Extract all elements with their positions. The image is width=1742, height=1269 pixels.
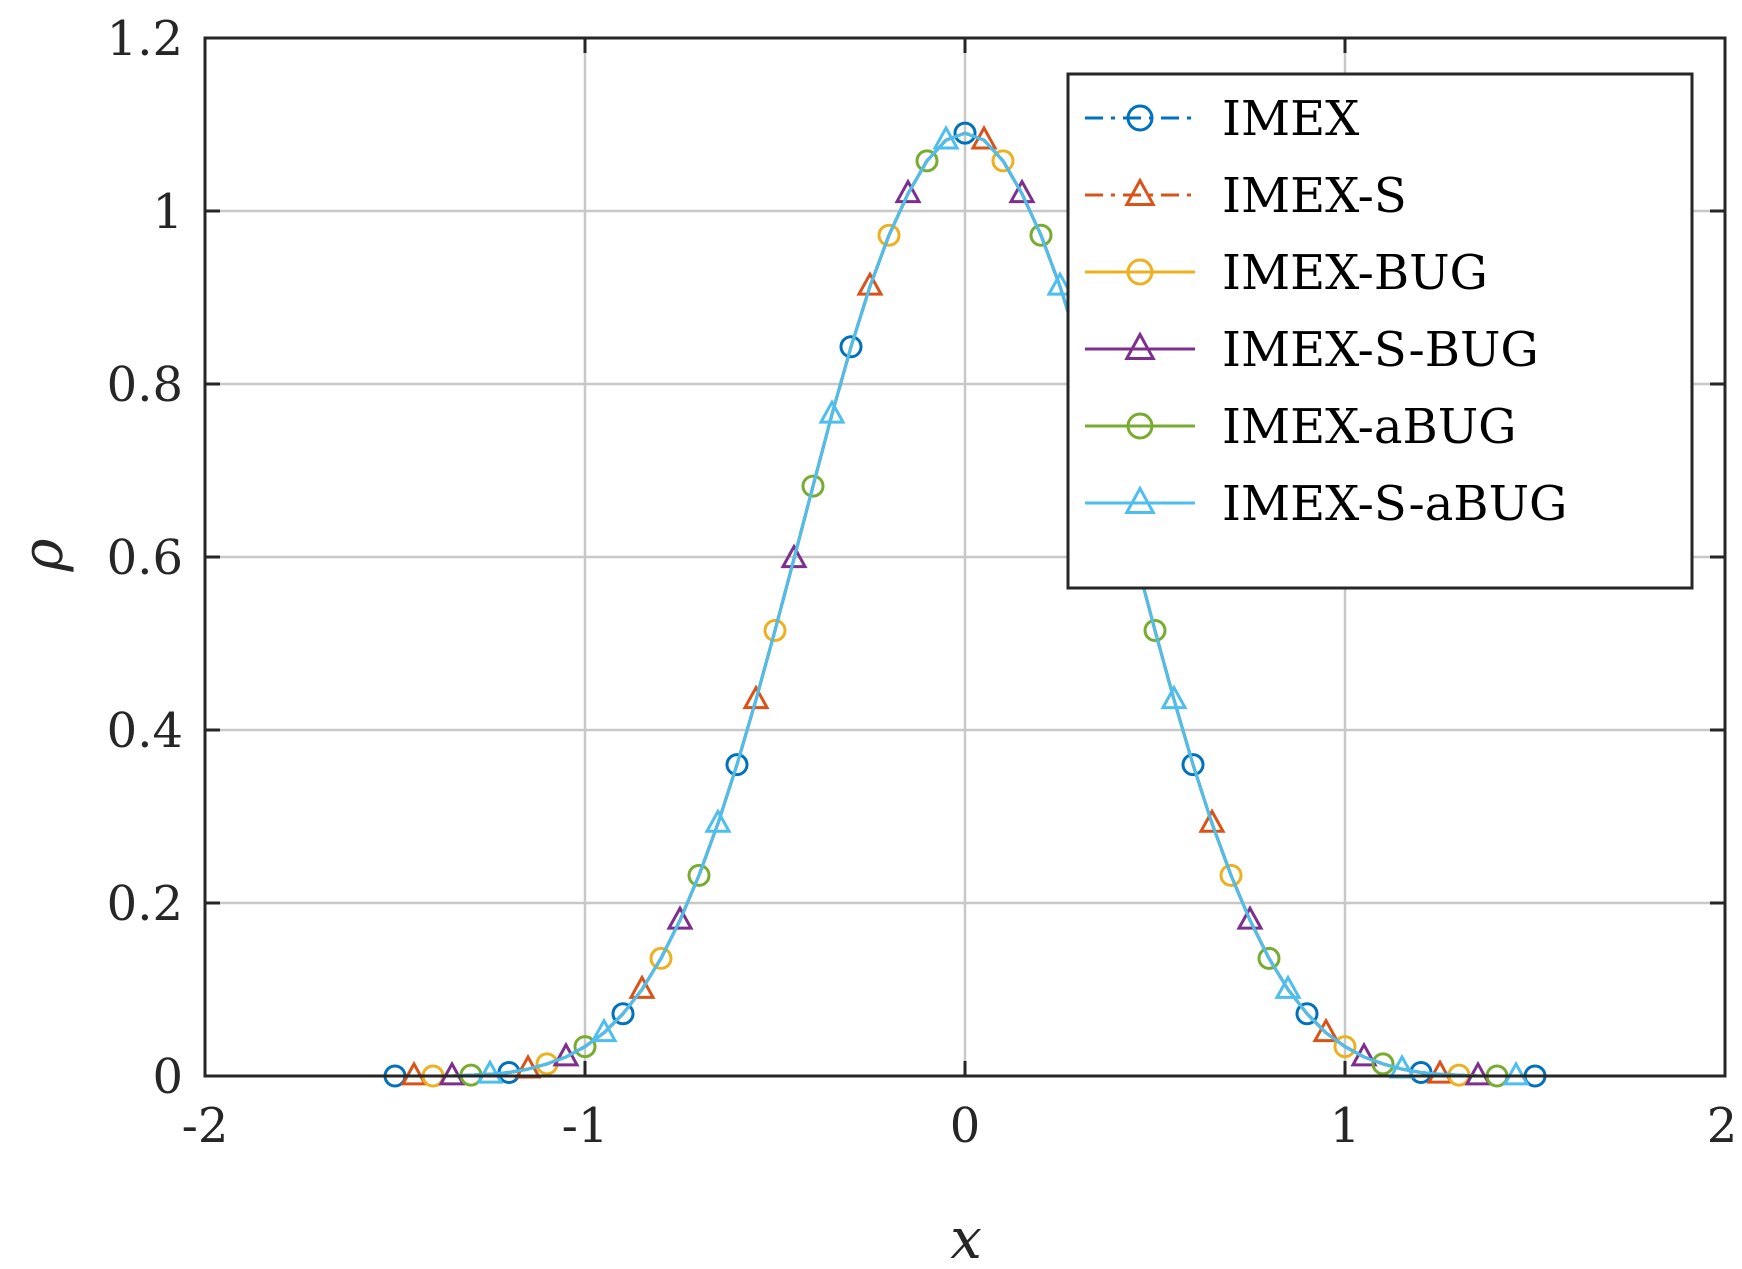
data-point-marker [1181, 753, 1205, 777]
legend: IMEX IMEX-S IMEX-BUG IMEX-S-BUG IMEX-aBUG IME… [1066, 72, 1694, 590]
x-axis-label: x [950, 1207, 982, 1269]
y-tick-labels: 0 0.2 0.4 0.6 0.8 1 1.2 [107, 11, 183, 1105]
series-imex-s-abug [395, 124, 1535, 1086]
data-point-marker [856, 271, 884, 296]
y-tick-label: 0.2 [107, 876, 183, 932]
y-axis-label: ρ [11, 538, 76, 572]
data-point-marker [1333, 1035, 1357, 1059]
data-point-marker [1008, 178, 1036, 204]
data-point-marker [1257, 946, 1281, 970]
data-point-marker [438, 1060, 466, 1086]
data-point-marker [1124, 331, 1156, 360]
data-point-marker [839, 335, 863, 359]
data-point-marker [932, 124, 960, 150]
data-point-marker [1312, 1017, 1340, 1043]
data-point-marker [590, 1017, 618, 1043]
data-point-marker [1126, 412, 1154, 440]
legend-entry: IMEX-S-BUG [1085, 322, 1539, 378]
data-point-marker [801, 474, 825, 498]
legend-entry: IMEX [1085, 91, 1359, 147]
x-tick-label: -1 [562, 1098, 609, 1154]
data-point-marker [1274, 974, 1302, 999]
data-point-marker [611, 1002, 635, 1026]
data-point-marker [1029, 223, 1053, 247]
data-point-marker [666, 905, 694, 930]
data-point-marker [1126, 104, 1154, 132]
data-point-marker [915, 149, 939, 173]
y-tick-label: 0 [152, 1049, 183, 1105]
data-point-marker [1160, 684, 1188, 710]
legend-entry: IMEX-BUG [1085, 245, 1488, 301]
legend-label: IMEX [1222, 91, 1359, 147]
data-point-marker [1426, 1059, 1454, 1084]
data-point-marker [476, 1059, 504, 1084]
x-tick-label: 1 [1330, 1098, 1361, 1154]
data-point-marker [400, 1060, 428, 1086]
data-point-marker [1219, 863, 1243, 887]
data-point-marker [725, 753, 749, 777]
data-point-marker [1143, 619, 1167, 643]
data-point-marker [894, 178, 922, 204]
data-point-marker [877, 223, 901, 247]
legend-entry: IMEX-S-aBUG [1085, 476, 1567, 532]
data-point-marker [573, 1035, 597, 1059]
series-line [395, 131, 1535, 1078]
data-point-marker [704, 808, 732, 833]
data-point-marker [780, 543, 808, 569]
data-point-marker [1126, 258, 1154, 286]
data-point-marker [1371, 1052, 1395, 1076]
data-point-marker [1464, 1060, 1492, 1086]
data-point-marker [1124, 485, 1156, 514]
data-point-marker [628, 974, 656, 999]
data-point-marker [1502, 1060, 1530, 1086]
legend-entry: IMEX-aBUG [1085, 399, 1517, 455]
data-point-marker [1295, 1002, 1319, 1026]
data-point-marker [763, 619, 787, 643]
x-tick-label: -2 [182, 1098, 229, 1154]
data-point-marker [1046, 271, 1074, 296]
legend-label: IMEX-S [1222, 168, 1407, 224]
data-point-marker [742, 684, 770, 710]
data-point-marker [1124, 177, 1156, 206]
y-tick-label: 0.6 [107, 530, 183, 586]
legend-label: IMEX-aBUG [1222, 399, 1517, 455]
x-tick-labels: -2 -1 0 1 2 [182, 1098, 1738, 1154]
tick-marks [203, 36, 1727, 1078]
legend-label: IMEX-S-BUG [1222, 322, 1539, 378]
data-point-marker [991, 149, 1015, 173]
y-tick-label: 0.8 [107, 357, 183, 413]
data-point-marker [1236, 905, 1264, 930]
y-tick-label: 0.4 [107, 703, 183, 759]
x-tick-label: 0 [950, 1098, 981, 1154]
y-tick-label: 1 [152, 184, 183, 240]
x-tick-label: 2 [1707, 1098, 1738, 1154]
legend-entry: IMEX-S [1085, 168, 1407, 224]
data-point-marker [687, 863, 711, 887]
data-point-marker [818, 399, 846, 424]
data-point-marker [1198, 808, 1226, 833]
legend-label: IMEX-S-aBUG [1222, 476, 1567, 532]
data-point-marker [953, 121, 977, 145]
legend-label: IMEX-BUG [1222, 245, 1488, 301]
data-point-marker [649, 946, 673, 970]
y-tick-label: 1.2 [107, 11, 183, 67]
